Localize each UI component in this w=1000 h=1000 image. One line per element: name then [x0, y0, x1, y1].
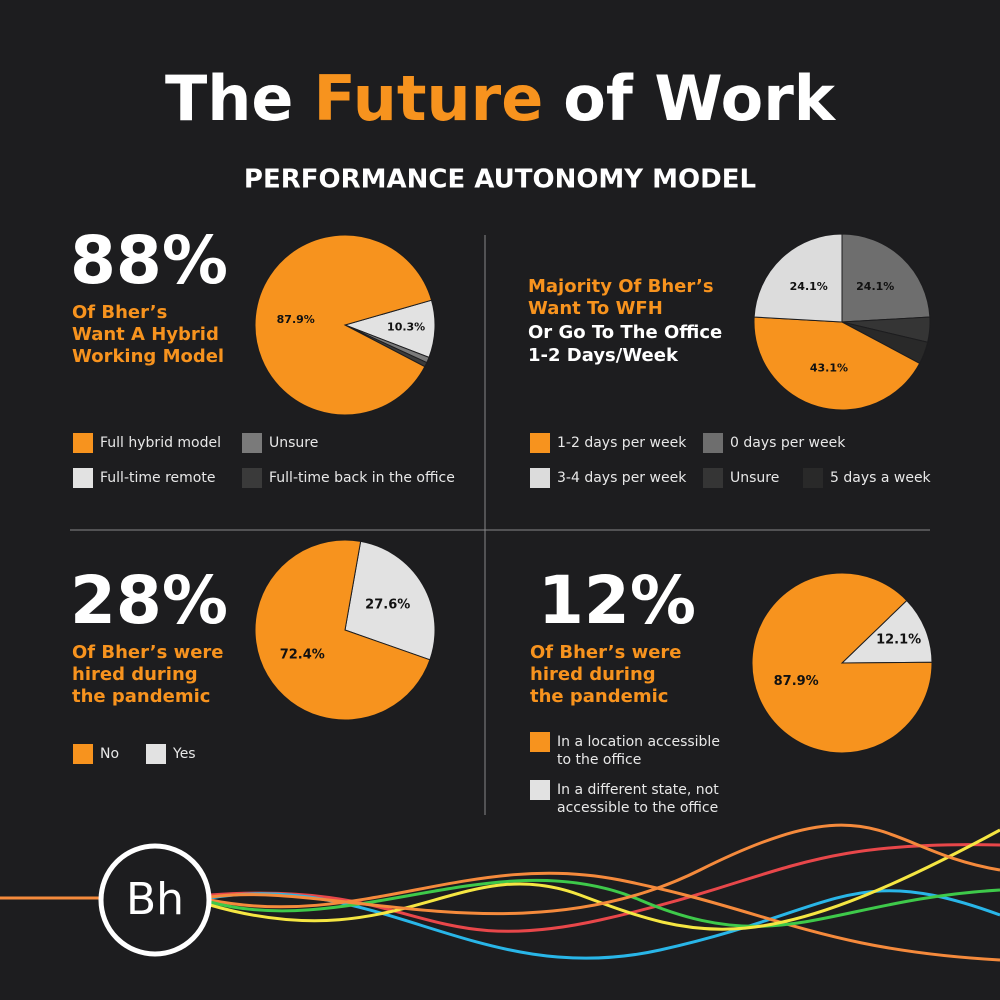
pie-slice [841, 233, 931, 323]
headline-text: Of Bher’s were [530, 642, 682, 663]
legend-label: Full hybrid model [100, 435, 222, 451]
legend-swatch [530, 468, 550, 488]
legend-swatch [73, 744, 93, 764]
headline-text: Of Bher’s were [72, 642, 224, 663]
legend-label: Unsure [269, 435, 319, 451]
headline-text: Majority Of Bher’s [528, 276, 714, 297]
legend-label: 3-4 days per week [557, 470, 687, 486]
value-label: 43.1% [810, 362, 848, 375]
headline-text: Of Bher’s [72, 302, 167, 323]
title-part: The [165, 62, 293, 135]
headline-text: the pandemic [72, 686, 210, 707]
headline-text: the pandemic [530, 686, 668, 707]
headline-text: hired during [530, 664, 656, 685]
value-label: 72.4% [280, 647, 325, 662]
value-label: 87.9% [277, 313, 315, 326]
legend-label: In a different state, not accessible to … [557, 782, 719, 816]
pie-slice [751, 572, 933, 754]
legend-swatch [242, 433, 262, 453]
legend-swatch [73, 433, 93, 453]
logo-ring [98, 843, 212, 957]
legend-swatch [703, 468, 723, 488]
legend-label: Unsure [730, 470, 780, 486]
title: The Future of Work [165, 62, 837, 135]
headline: 88% [70, 222, 228, 299]
title-part: of Work [563, 62, 837, 135]
subtitle: PERFORMANCE AUTONOMY MODEL [244, 165, 756, 195]
headline-text: Want To WFH [528, 298, 663, 319]
value-label: 24.1% [856, 280, 894, 293]
legend-label: No [100, 746, 120, 762]
pie-slice [254, 539, 431, 721]
headline-text: Or Go To The Office [528, 322, 722, 343]
legend-label: 1-2 days per week [557, 435, 687, 451]
legend-swatch [146, 744, 166, 764]
pie-slice [753, 233, 843, 323]
legend-swatch [803, 468, 823, 488]
legend-swatch [530, 732, 550, 752]
pie-slice [840, 599, 933, 664]
headline-text: Working Model [72, 346, 224, 367]
value-label: 12.1% [876, 632, 921, 647]
pie-slice [344, 540, 436, 661]
headline-text: hired during [72, 664, 198, 685]
legend-label: In a location accessible to the office [557, 734, 720, 768]
title-accent: Future [313, 62, 543, 135]
legend-label: Full-time back in the office [269, 470, 455, 486]
headline-text: Want A Hybrid [72, 324, 219, 345]
legend-swatch [530, 433, 550, 453]
legend-label: Yes [173, 746, 196, 762]
legend-swatch [242, 468, 262, 488]
legend-swatch [73, 468, 93, 488]
pie-slice [254, 234, 433, 416]
legend-swatch [530, 780, 550, 800]
value-label: 24.1% [790, 280, 828, 293]
logo: Bh [126, 874, 184, 925]
pie-slice [753, 316, 921, 411]
headline-text: 1-2 Days/Week [528, 345, 679, 366]
legend-label: 5 days a week [830, 470, 931, 486]
value-label: 87.9% [774, 674, 819, 689]
headline: 12% [538, 562, 696, 639]
headline: 28% [70, 562, 228, 639]
legend-swatch [703, 433, 723, 453]
legend-label: 0 days per week [730, 435, 846, 451]
decor-lines [0, 823, 1000, 962]
value-label: 10.3% [387, 321, 425, 334]
legend-label: Full-time remote [100, 470, 216, 486]
value-label: 27.6% [365, 598, 410, 613]
